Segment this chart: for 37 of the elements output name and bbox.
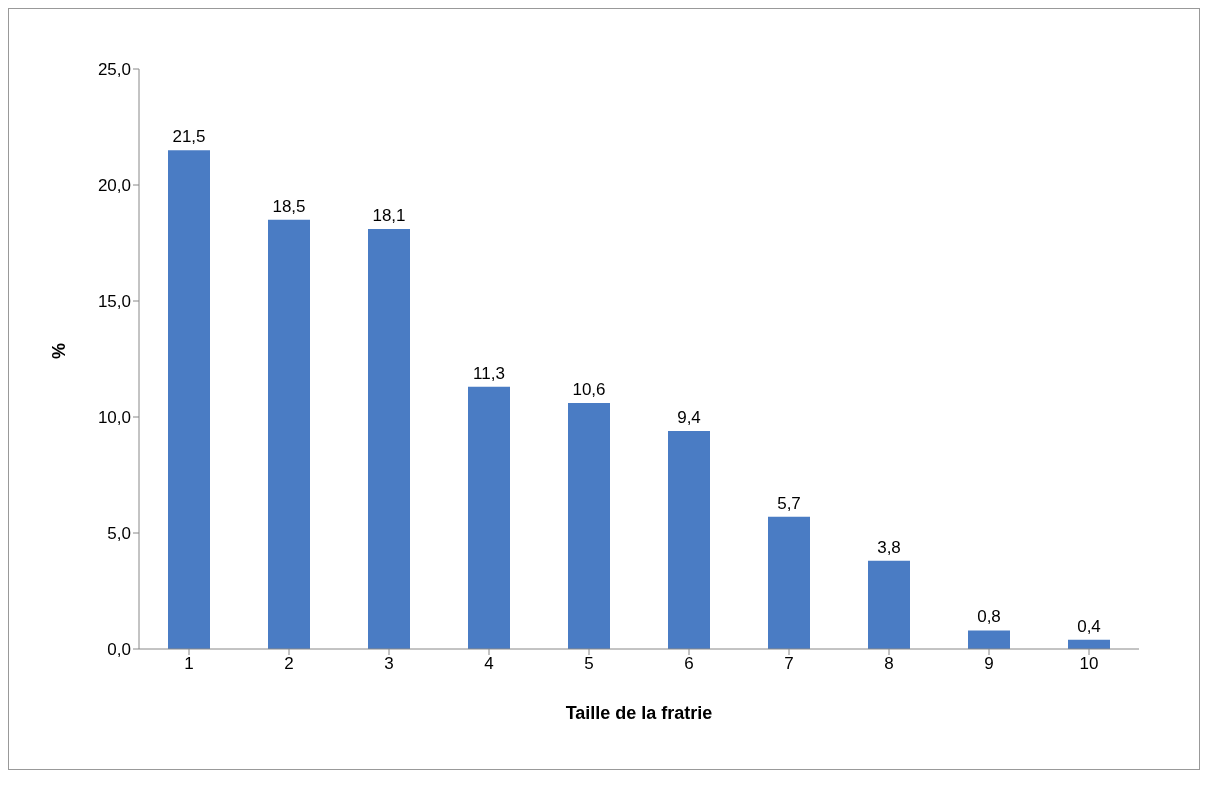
data-label: 21,5 bbox=[172, 127, 206, 147]
x-tick-label: 8 bbox=[884, 654, 894, 674]
data-label: 3,8 bbox=[877, 537, 901, 557]
bar bbox=[368, 229, 410, 649]
x-axis-title: Taille de la fratrie bbox=[565, 703, 713, 723]
data-label: 18,1 bbox=[372, 206, 406, 226]
bar bbox=[468, 386, 510, 649]
data-label: 18,5 bbox=[272, 196, 306, 216]
bar bbox=[968, 630, 1010, 649]
y-axis-title: % bbox=[49, 342, 70, 359]
data-label: 0,4 bbox=[1077, 616, 1101, 636]
bar bbox=[268, 219, 310, 649]
bar bbox=[668, 430, 710, 649]
x-tick-label: 3 bbox=[384, 654, 394, 674]
y-tick-label: 20,0 bbox=[97, 176, 131, 196]
x-tick-label: 2 bbox=[284, 654, 294, 674]
y-tick-label: 0,0 bbox=[107, 640, 131, 660]
data-label: 10,6 bbox=[572, 380, 606, 400]
bar bbox=[568, 403, 610, 649]
bar bbox=[168, 150, 210, 649]
x-tick-label: 7 bbox=[784, 654, 794, 674]
data-label: 0,8 bbox=[977, 607, 1001, 627]
x-tick-label: 9 bbox=[984, 654, 994, 674]
y-tick-label: 10,0 bbox=[97, 408, 131, 428]
bar bbox=[868, 560, 910, 649]
x-tick-label: 5 bbox=[584, 654, 594, 674]
x-tick-label: 6 bbox=[684, 654, 694, 674]
x-tick-label: 4 bbox=[484, 654, 494, 674]
data-label: 9,4 bbox=[677, 407, 701, 427]
data-label: 11,3 bbox=[473, 363, 505, 383]
x-tick-label: 10 bbox=[1079, 654, 1099, 674]
data-label: 5,7 bbox=[777, 493, 801, 513]
y-tick-label: 25,0 bbox=[97, 60, 131, 80]
x-tick-label: 1 bbox=[184, 654, 194, 674]
y-tick-label: 5,0 bbox=[107, 524, 131, 544]
bar bbox=[768, 516, 810, 649]
y-tick-label: 15,0 bbox=[97, 292, 131, 312]
